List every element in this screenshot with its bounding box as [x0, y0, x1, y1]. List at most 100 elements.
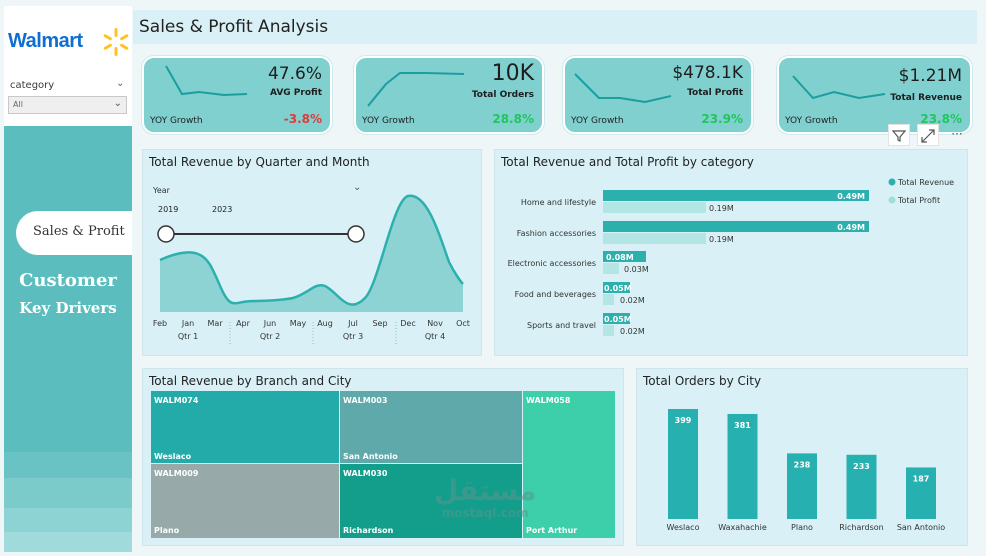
- orders-by-city-panel: Total Orders by City 399 Weslaco 381 Waxaha…: [636, 368, 968, 546]
- treemap-branch: WALM030: [343, 469, 388, 478]
- treemap-city: Plano: [154, 526, 180, 535]
- quarter-label: Qtr 3: [343, 332, 363, 341]
- treemap-cell-walm058[interactable]: WALM058 Port Arthur: [523, 391, 615, 538]
- kpi-label: Total Profit: [687, 88, 743, 98]
- nav-sales-profit[interactable]: Sales & Profit: [16, 211, 132, 255]
- kpi-sparkline: [792, 75, 886, 100]
- x-tick-label: May: [290, 319, 307, 328]
- kpi-label: Total Revenue: [890, 93, 962, 103]
- profit-bar: [603, 325, 614, 336]
- orders-bar-chart: 399 Weslaco 381 Waxahachie 238 Plano 233 Richar…: [667, 409, 945, 532]
- legend-profit: Total Profit: [897, 196, 940, 205]
- treemap-city: San Antonio: [343, 452, 398, 461]
- category-label: category: [10, 80, 55, 91]
- category-slicer: category ⌄ All ⌄: [4, 70, 132, 126]
- revenue-bar-label: 0.08M: [606, 253, 634, 262]
- orders-bar[interactable]: [668, 409, 698, 519]
- x-tick-label: Mar: [207, 319, 223, 328]
- quarter-label: Qtr 1: [178, 332, 198, 341]
- treemap-city: Port Arthur: [526, 526, 578, 535]
- category-dropdown[interactable]: All ⌄: [8, 96, 127, 114]
- nav-sales-profit-label: Sales & Profit: [33, 224, 125, 239]
- sidebar-band: [4, 452, 132, 478]
- page-title: Sales & Profit Analysis: [139, 17, 329, 37]
- sidebar-band: [4, 508, 132, 532]
- revenue-bar-label: 0.05M: [604, 284, 632, 293]
- kpi-value: $478.1K: [672, 63, 743, 83]
- chevron-down-icon[interactable]: ⌄: [116, 78, 125, 89]
- treemap-cell-walm030[interactable]: WALM030 Richardson: [340, 464, 522, 538]
- profit-bar-label: 0.02M: [620, 327, 645, 336]
- kpi-sparkline: [574, 73, 672, 104]
- kpi-yoy-label: YOY Growth: [571, 116, 624, 126]
- kpi-yoy-label: YOY Growth: [150, 116, 203, 126]
- x-tick-label: Oct: [456, 319, 470, 328]
- profit-bar: [603, 202, 706, 213]
- category-label: Food and beverages: [515, 290, 596, 299]
- revenue-bar: [603, 190, 869, 201]
- profit-bar: [603, 294, 614, 305]
- revenue-bar: [603, 282, 630, 293]
- legend-marker-profit: [888, 196, 896, 204]
- spark-icon: [103, 28, 129, 56]
- orders-bar-label: 187: [913, 474, 930, 483]
- treemap-cell-walm074[interactable]: WALM074 Weslaco: [151, 391, 339, 463]
- treemap-city: Richardson: [343, 526, 394, 535]
- focus-mode-icon[interactable]: [917, 124, 939, 146]
- x-tick-label: Jul: [347, 319, 358, 328]
- x-tick-label: Nov: [427, 319, 443, 328]
- revenue-bar-label: 0.49M: [837, 192, 865, 201]
- revenue-bar-label: 0.05M: [604, 315, 632, 324]
- x-tick-label: Waxahachie: [718, 523, 767, 532]
- category-label: Electronic accessories: [508, 259, 596, 268]
- watermark-arabic: مستقل: [434, 474, 537, 507]
- legend-revenue: Total Revenue: [897, 178, 954, 187]
- chevron-down-icon[interactable]: ⌄: [353, 182, 362, 193]
- treemap-branch: WALM074: [154, 396, 199, 405]
- category-bar-chart: Total Revenue Total Profit Home and life…: [508, 178, 954, 336]
- kpi-value: 10K: [491, 61, 534, 86]
- year-end: 2023: [212, 205, 233, 214]
- logo-text: Walmart: [8, 30, 83, 52]
- orders-bar[interactable]: [727, 413, 758, 519]
- kpi-card-avg-profit[interactable]: 47.6% AVG Profit YOY Growth -3.8%: [142, 56, 332, 134]
- sidebar-band: [4, 532, 132, 552]
- x-tick-label: Dec: [400, 319, 415, 328]
- treemap-cell-walm003[interactable]: WALM003 San Antonio: [340, 391, 522, 463]
- kpi-label: Total Orders: [471, 90, 534, 100]
- kpi-sparkline: [165, 65, 248, 97]
- filter-icon[interactable]: [888, 124, 910, 146]
- panel-title: Total Orders by City: [643, 374, 762, 388]
- x-tick-label: Weslaco: [667, 523, 700, 532]
- treemap-cell-walm009[interactable]: WALM009 Plano: [151, 464, 339, 538]
- kpi-card-total-revenue[interactable]: $1.21M Total Revenue YOY Growth 23.8%: [777, 56, 972, 134]
- orders-bar[interactable]: [846, 454, 877, 519]
- treemap-city: Weslaco: [154, 452, 192, 461]
- category-label: Home and lifestyle: [521, 198, 596, 207]
- kpi-sparkline: [367, 72, 465, 107]
- x-tick-label: Richardson: [839, 523, 884, 532]
- orders-bar[interactable]: [906, 467, 936, 519]
- kpi-yoy-value: -3.8%: [283, 112, 322, 126]
- profit-bar: [603, 263, 619, 274]
- kpi-card-total-profit[interactable]: $478.1K Total Profit YOY Growth 23.9%: [563, 56, 753, 134]
- revenue-area: [160, 195, 463, 312]
- revenue-bar-label: 0.49M: [837, 223, 865, 232]
- nav-customer-label: Customer: [19, 270, 117, 291]
- kpi-card-total-orders[interactable]: 10K Total Orders YOY Growth 28.8%: [354, 56, 544, 134]
- panel-title: Total Revenue by Quarter and Month: [149, 155, 370, 169]
- revenue-month-chart: Feb Jan Mar Apr Jun May Aug Jul Sep Dec …: [153, 194, 470, 344]
- kpi-yoy-label: YOY Growth: [785, 116, 838, 126]
- profit-bar: [603, 233, 706, 244]
- category-selected: All: [13, 100, 23, 109]
- orders-bar-label: 233: [853, 462, 870, 471]
- orders-bar[interactable]: [787, 453, 817, 519]
- treemap-branch: WALM009: [154, 469, 199, 478]
- nav-key-drivers-label: Key Drivers: [19, 299, 117, 317]
- quarter-label: Qtr 2: [260, 332, 280, 341]
- category-chart-panel: Total Revenue and Total Profit by catego…: [494, 149, 968, 356]
- category-label: Fashion accessories: [517, 229, 596, 238]
- sidebar-band: [4, 478, 132, 508]
- treemap-branch: WALM003: [343, 396, 388, 405]
- more-options-icon[interactable]: ···: [951, 127, 963, 141]
